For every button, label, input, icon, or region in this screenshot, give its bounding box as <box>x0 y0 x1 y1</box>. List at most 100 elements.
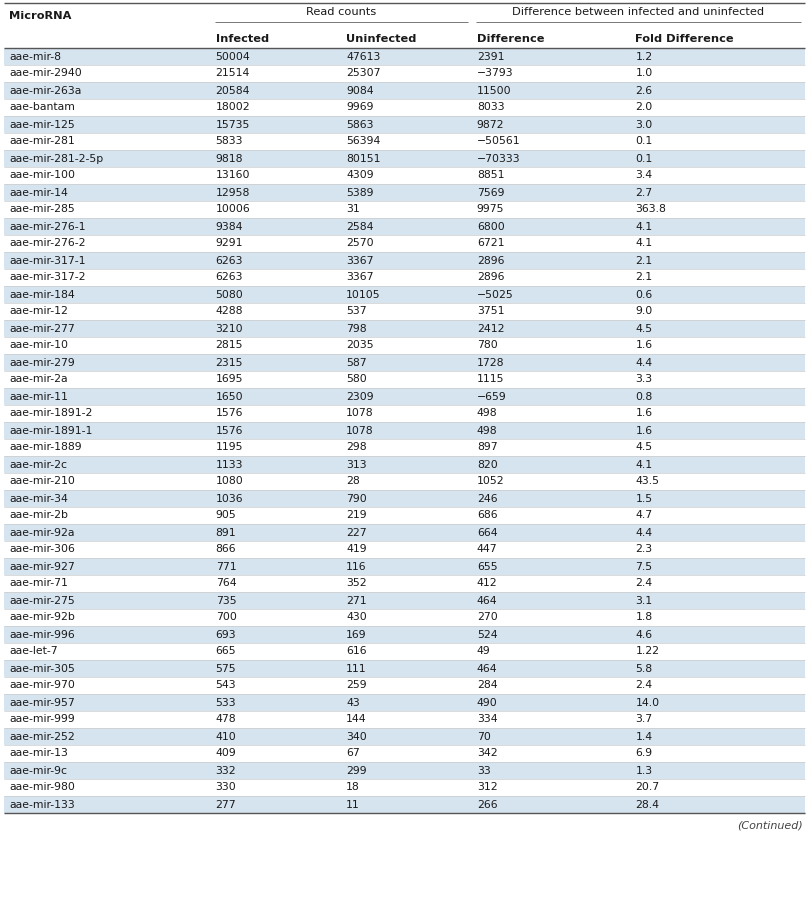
Text: 18: 18 <box>346 782 360 792</box>
Text: 891: 891 <box>216 527 236 537</box>
Bar <box>4 660 805 677</box>
Text: 246: 246 <box>477 493 498 503</box>
Text: 464: 464 <box>477 595 498 605</box>
Text: aae-mir-13: aae-mir-13 <box>9 748 68 758</box>
Text: aae-mir-10: aae-mir-10 <box>9 340 68 350</box>
Bar <box>4 201 805 218</box>
Text: 664: 664 <box>477 527 498 537</box>
Bar <box>4 490 805 507</box>
Bar <box>4 99 805 116</box>
Text: 80151: 80151 <box>346 153 381 163</box>
Text: 5080: 5080 <box>216 290 244 300</box>
Text: 1195: 1195 <box>216 443 244 452</box>
Text: 1133: 1133 <box>216 459 244 470</box>
Bar <box>4 252 805 269</box>
Text: 8851: 8851 <box>477 171 504 181</box>
Text: 9291: 9291 <box>216 238 244 249</box>
Text: 20.7: 20.7 <box>635 782 659 792</box>
Bar <box>4 507 805 524</box>
Text: 28: 28 <box>346 477 360 487</box>
Text: 3.0: 3.0 <box>635 119 653 129</box>
Text: aae-bantam: aae-bantam <box>9 103 75 113</box>
Text: aae-mir-11: aae-mir-11 <box>9 392 68 402</box>
Text: 4.5: 4.5 <box>635 324 653 334</box>
Text: 1052: 1052 <box>477 477 504 487</box>
Text: aae-mir-133: aae-mir-133 <box>9 800 74 810</box>
Text: 116: 116 <box>346 561 366 571</box>
Text: 334: 334 <box>477 714 498 724</box>
Text: 575: 575 <box>216 664 236 673</box>
Text: 1576: 1576 <box>216 408 244 418</box>
Text: MicroRNA: MicroRNA <box>9 11 71 21</box>
Text: 7569: 7569 <box>477 187 504 197</box>
Text: 4.6: 4.6 <box>635 629 653 639</box>
Text: 2.0: 2.0 <box>635 103 653 113</box>
Text: aae-mir-281: aae-mir-281 <box>9 137 74 147</box>
Text: 4.1: 4.1 <box>635 222 653 231</box>
Text: 1.6: 1.6 <box>635 425 653 436</box>
Text: aae-mir-8: aae-mir-8 <box>9 51 61 61</box>
Text: 905: 905 <box>216 511 236 521</box>
Bar <box>4 286 805 303</box>
Text: 409: 409 <box>216 748 236 758</box>
Text: aae-mir-9c: aae-mir-9c <box>9 766 67 776</box>
Text: 10006: 10006 <box>216 204 251 215</box>
Bar <box>4 456 805 473</box>
Text: aae-mir-927: aae-mir-927 <box>9 561 74 571</box>
Text: 2.1: 2.1 <box>635 256 653 266</box>
Text: aae-mir-1891-1: aae-mir-1891-1 <box>9 425 92 436</box>
Bar <box>4 711 805 728</box>
Text: 693: 693 <box>216 629 236 639</box>
Text: 2412: 2412 <box>477 324 504 334</box>
Text: 6263: 6263 <box>216 256 244 266</box>
Text: 4288: 4288 <box>216 306 244 316</box>
Text: 1115: 1115 <box>477 374 504 384</box>
Text: 866: 866 <box>216 545 236 555</box>
Text: aae-mir-276-2: aae-mir-276-2 <box>9 238 86 249</box>
Text: aae-mir-999: aae-mir-999 <box>9 714 74 724</box>
Text: 1695: 1695 <box>216 374 244 384</box>
Text: 2315: 2315 <box>216 358 244 368</box>
Text: aae-mir-306: aae-mir-306 <box>9 545 75 555</box>
Bar <box>4 728 805 745</box>
Text: 33: 33 <box>477 766 490 776</box>
Text: 259: 259 <box>346 680 366 691</box>
Bar <box>4 337 805 354</box>
Text: 4.1: 4.1 <box>635 238 653 249</box>
Text: 686: 686 <box>477 511 498 521</box>
Text: 1.22: 1.22 <box>635 646 659 657</box>
Text: 700: 700 <box>216 613 236 623</box>
Text: 9084: 9084 <box>346 85 374 95</box>
Text: 3.7: 3.7 <box>635 714 653 724</box>
Bar <box>4 269 805 286</box>
Bar <box>4 524 805 541</box>
Text: 1728: 1728 <box>477 358 504 368</box>
Text: (Continued): (Continued) <box>737 820 803 830</box>
Text: 298: 298 <box>346 443 366 452</box>
Text: aae-mir-996: aae-mir-996 <box>9 629 74 639</box>
Text: 21514: 21514 <box>216 69 250 79</box>
Text: 277: 277 <box>216 800 236 810</box>
Bar <box>4 303 805 320</box>
Bar <box>4 167 805 184</box>
Text: 533: 533 <box>216 698 236 708</box>
Text: 271: 271 <box>346 595 366 605</box>
Text: 3.3: 3.3 <box>635 374 653 384</box>
Text: 49: 49 <box>477 646 490 657</box>
Text: 4.1: 4.1 <box>635 459 653 470</box>
Bar <box>4 218 805 235</box>
Text: 2.6: 2.6 <box>635 85 653 95</box>
Text: 43.5: 43.5 <box>635 477 659 487</box>
Text: 10105: 10105 <box>346 290 381 300</box>
Text: 13160: 13160 <box>216 171 250 181</box>
Text: 498: 498 <box>477 425 498 436</box>
Bar <box>4 320 805 337</box>
Text: 2.3: 2.3 <box>635 545 653 555</box>
Text: 299: 299 <box>346 766 366 776</box>
Text: 524: 524 <box>477 629 498 639</box>
Text: 284: 284 <box>477 680 498 691</box>
Text: 4309: 4309 <box>346 171 374 181</box>
Text: 11500: 11500 <box>477 85 511 95</box>
Text: 897: 897 <box>477 443 498 452</box>
Text: Read counts: Read counts <box>306 7 376 17</box>
